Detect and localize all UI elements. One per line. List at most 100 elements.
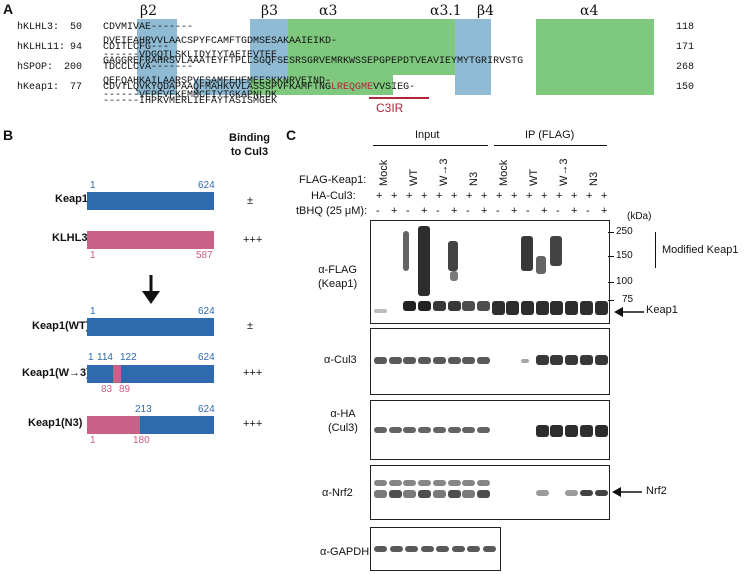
ha-sign: + <box>436 190 443 202</box>
tbhq-sign: - <box>406 205 410 217</box>
ha-sign: + <box>496 190 503 202</box>
tbhq-sign: - <box>556 205 560 217</box>
ha-sign: + <box>586 190 593 202</box>
ha-band <box>594 425 608 437</box>
tbhq-sign: + <box>421 205 428 217</box>
cul3-band <box>388 357 402 364</box>
lane-label: Mock <box>498 159 510 186</box>
down-arrow-icon <box>142 275 160 304</box>
nrf2-band <box>476 480 490 486</box>
ha-sign: + <box>541 190 548 202</box>
flag-row-label: FLAG-Keap1: <box>299 174 367 186</box>
blot-flag <box>370 220 610 324</box>
blot-label-nrf2: α-Nrf2 <box>322 487 353 499</box>
ha-sign: + <box>391 190 398 202</box>
keap1-band <box>374 309 387 313</box>
nrf2-band <box>447 490 461 498</box>
keap1-band <box>432 301 446 311</box>
nrf2-arrow-label: Nrf2 <box>646 485 667 497</box>
marker-tick <box>608 256 614 257</box>
construct-name: Keap1(W→3) <box>22 367 90 379</box>
tbhq-sign: + <box>451 205 458 217</box>
seq-name: hKLHL11: <box>17 42 66 53</box>
keap1-band <box>447 301 461 311</box>
ha-sign: + <box>601 190 608 202</box>
input-bracket <box>373 145 488 146</box>
seq-name: hKLHL3: <box>17 22 60 33</box>
keap1-band <box>506 301 520 315</box>
keap1-arrow-label: Keap1 <box>646 304 678 316</box>
construct-name: Keap1(N3) <box>28 417 83 429</box>
helix-highlight <box>536 19 654 95</box>
residue-num: 180 <box>133 435 150 446</box>
ha-sign: + <box>556 190 563 202</box>
nrf2-band <box>535 490 549 496</box>
ha-sign: + <box>526 190 533 202</box>
modified-keap1-label: Modified Keap1 <box>662 244 739 256</box>
keap1-band <box>521 301 534 315</box>
lane-label: W→3 <box>438 158 450 187</box>
seq-start: 200 <box>63 62 82 73</box>
ip-label: IP (FLAG) <box>525 129 575 141</box>
cul3-band <box>565 355 579 365</box>
nrf2-band <box>388 490 402 498</box>
binding-header: Binding to Cul3 <box>229 132 270 158</box>
seq-start: 94 <box>69 42 82 53</box>
nrf2-band <box>374 490 387 498</box>
binding-value: +++ <box>243 367 263 379</box>
blot-ha <box>370 400 610 460</box>
residue-end: 624 <box>198 306 215 317</box>
helix-highlight <box>250 79 393 95</box>
tbhq-sign: + <box>391 205 398 217</box>
ha-band <box>447 427 461 433</box>
ss-label-alpha4: α4 <box>580 3 599 19</box>
residue-start: 1 <box>90 180 96 191</box>
residue-end: 587 <box>196 250 213 261</box>
lane-label: N3 <box>468 171 480 186</box>
keap1-band <box>476 301 490 311</box>
nrf2-band <box>432 480 446 486</box>
keap1-band <box>418 301 432 311</box>
keap1-band <box>403 301 417 311</box>
binding-value: ± <box>247 195 254 207</box>
panel-c-letter: C <box>286 127 297 143</box>
residue-num: 122 <box>120 352 137 363</box>
tbhq-sign: - <box>436 205 440 217</box>
residue-num: 114 <box>97 352 113 363</box>
marker-250: 250 <box>616 226 633 237</box>
nrf2-band <box>579 490 593 496</box>
tbhq-sign: + <box>571 205 578 217</box>
strand-highlight <box>137 19 177 95</box>
residue-start: 1 <box>90 306 96 317</box>
ss-label-alpha3: α3 <box>319 3 338 19</box>
residue-num: 83 <box>101 384 113 395</box>
nrf2-band <box>476 490 490 498</box>
gapdh-band <box>420 546 434 552</box>
nrf2-band <box>594 490 608 496</box>
keap1-wt-bar <box>87 318 214 336</box>
ha-band <box>565 425 579 437</box>
nrf2-band <box>462 480 476 486</box>
keap1-band <box>550 301 564 315</box>
marker-tick <box>608 282 614 283</box>
modified-keap1-smear <box>447 241 458 271</box>
construct-name: Keap1(WT) <box>32 320 90 332</box>
tbhq-sign: - <box>376 205 380 217</box>
klhl3-nterm <box>87 416 140 434</box>
lane-label: N3 <box>588 171 600 186</box>
c3ir-label: C3IR <box>376 101 404 115</box>
nrf2-band <box>403 490 417 498</box>
nrf2-band <box>447 480 461 486</box>
cul3-band <box>374 357 387 364</box>
helix-highlight <box>393 19 455 75</box>
lane-label: WT <box>408 168 420 186</box>
nrf2-band <box>388 480 402 486</box>
tbhq-sign: + <box>541 205 548 217</box>
marker-150: 150 <box>616 250 633 261</box>
cul3-band <box>550 355 564 365</box>
cul3-band <box>579 355 593 365</box>
residue-num: 213 <box>135 404 152 415</box>
residue-end: 624 <box>198 180 215 191</box>
klhl3-insert <box>113 365 121 383</box>
modified-keap1-smear <box>449 271 458 281</box>
